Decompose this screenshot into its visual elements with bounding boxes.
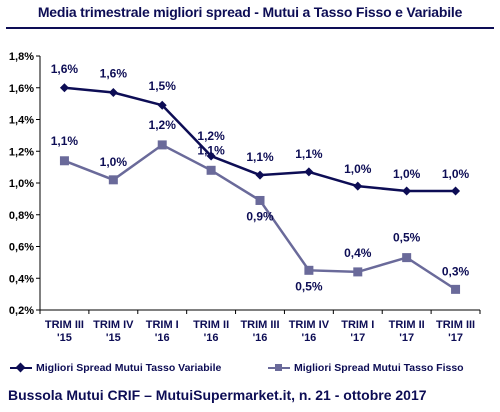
data-point-variabile [157, 100, 167, 110]
y-tick-label: 1,4% [9, 115, 34, 127]
title-underline [6, 27, 494, 29]
data-label-variabile: 1,6% [51, 62, 79, 76]
x-category-label: TRIM IV [93, 319, 134, 331]
data-label-fisso: 1,2% [149, 118, 177, 132]
y-tick-label: 1,0% [9, 178, 34, 190]
data-label-fisso: 0,5% [295, 279, 323, 293]
legend-label-variabile: Migliori Spread Mutui Tasso Variabile [36, 362, 222, 374]
data-point-variabile [108, 88, 118, 98]
data-point-fisso [59, 156, 69, 166]
legend-swatch-variabile [10, 362, 32, 373]
data-label-fisso: 1,1% [197, 143, 225, 157]
data-label-fisso: 1,1% [51, 134, 79, 148]
x-category-year: '15 [106, 332, 121, 344]
data-point-fisso [157, 140, 167, 150]
y-tick-label: 1,8% [9, 51, 34, 63]
y-tick-label: 0,8% [9, 210, 34, 222]
data-point-variabile [304, 167, 314, 177]
x-category-label: TRIM II [389, 319, 425, 331]
data-label-variabile: 1,5% [149, 79, 177, 93]
data-label-variabile: 1,1% [246, 150, 274, 164]
data-point-fisso [402, 253, 412, 263]
data-point-variabile [206, 151, 216, 161]
x-category-year: '15 [57, 332, 72, 344]
data-label-variabile: 1,0% [344, 162, 372, 176]
data-label-variabile: 1,0% [442, 167, 470, 181]
x-category-label: TRIM III [45, 319, 84, 331]
y-tick-label: 0,2% [9, 305, 34, 317]
data-point-fisso [304, 265, 314, 275]
x-category-year: '17 [448, 332, 463, 344]
chart-title: Media trimestrale migliori spread - Mutu… [37, 4, 463, 20]
data-point-variabile [353, 181, 363, 191]
data-point-fisso [108, 175, 118, 185]
x-category-year: '16 [204, 332, 219, 344]
x-category-year: '17 [350, 332, 365, 344]
x-category-label: TRIM IV [289, 319, 330, 331]
legend-item-variabile: Migliori Spread Mutui Tasso Variabile [10, 362, 221, 374]
y-tick-label: 1,6% [9, 83, 34, 95]
data-point-variabile [59, 83, 69, 93]
legend-item-fisso: Migliori Spread Mutui Tasso Fisso [268, 362, 464, 374]
x-category-year: '16 [253, 332, 268, 344]
data-label-variabile: 1,6% [100, 67, 128, 81]
x-category-year: '17 [399, 332, 414, 344]
data-point-variabile [451, 186, 461, 196]
x-category-label: TRIM III [436, 319, 475, 331]
data-label-variabile: 1,2% [197, 129, 225, 143]
chart-legend: Migliori Spread Mutui Tasso Variabile Mi… [0, 362, 500, 378]
data-point-fisso [451, 284, 461, 294]
data-point-fisso [206, 165, 216, 175]
legend-swatch-fisso [268, 363, 290, 373]
source-footer: Bussola Mutui CRIF – MutuiSupermarket.it… [8, 387, 427, 403]
data-label-variabile: 1,1% [295, 147, 323, 161]
y-tick-label: 0,4% [9, 273, 34, 285]
data-label-fisso: 0,9% [246, 209, 274, 223]
y-tick-label: 0,6% [9, 242, 34, 254]
x-category-label: TRIM I [146, 319, 179, 331]
x-category-year: '16 [301, 332, 316, 344]
data-point-variabile [402, 186, 412, 196]
x-category-label: TRIM II [193, 319, 229, 331]
data-label-fisso: 0,4% [344, 246, 372, 260]
legend-label-fisso: Migliori Spread Mutui Tasso Fisso [294, 362, 464, 374]
x-category-label: TRIM III [240, 319, 279, 331]
line-chart: 0,2% 0,4% 0,6% 0,8% 1,0% 1,2% 1,4% 1,6% 1,8% TRIM… [9, 51, 481, 344]
data-point-fisso [353, 267, 363, 277]
data-label-fisso: 1,0% [100, 155, 128, 169]
data-point-variabile [255, 170, 265, 180]
x-category-label: TRIM I [341, 319, 374, 331]
data-label-variabile: 1,0% [393, 167, 421, 181]
y-tick-label: 1,2% [9, 146, 34, 158]
x-category-year: '16 [155, 332, 170, 344]
data-label-fisso: 0,3% [442, 264, 470, 278]
data-label-fisso: 0,5% [393, 231, 421, 245]
data-point-fisso [255, 195, 265, 205]
